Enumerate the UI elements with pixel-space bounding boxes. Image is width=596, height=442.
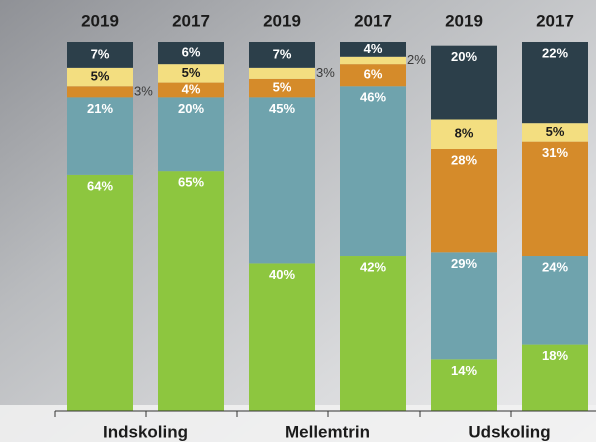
bar-segment xyxy=(340,86,406,256)
group-label: Indskoling xyxy=(103,422,188,441)
value-label: 6% xyxy=(182,45,201,60)
value-label: 45% xyxy=(269,101,295,116)
value-label: 5% xyxy=(546,124,565,139)
value-label: 22% xyxy=(542,45,568,60)
bar-segment xyxy=(340,256,406,411)
value-label: 29% xyxy=(451,256,477,271)
year-label: 2019 xyxy=(81,11,119,30)
value-label: 3% xyxy=(316,65,335,80)
value-label: 65% xyxy=(178,175,204,190)
value-label: 28% xyxy=(451,152,477,167)
value-label: 40% xyxy=(269,267,295,282)
group-label: Mellemtrin xyxy=(285,422,370,441)
value-label: 5% xyxy=(273,80,292,95)
year-label: 2017 xyxy=(536,11,574,30)
year-label: 2017 xyxy=(172,11,210,30)
value-label: 2% xyxy=(407,52,426,67)
value-label: 24% xyxy=(542,259,568,274)
value-label: 64% xyxy=(87,178,113,193)
value-label: 4% xyxy=(364,41,383,56)
value-label: 14% xyxy=(451,363,477,378)
value-label: 18% xyxy=(542,348,568,363)
value-label: 7% xyxy=(91,46,110,61)
group-label: Udskoling xyxy=(468,422,550,441)
value-label: 7% xyxy=(273,46,292,61)
value-label: 5% xyxy=(182,65,201,80)
bar-segment xyxy=(340,57,406,64)
value-label: 46% xyxy=(360,90,386,105)
value-label: 20% xyxy=(178,101,204,116)
value-label: 6% xyxy=(364,67,383,82)
year-label: 2019 xyxy=(445,11,483,30)
value-label: 4% xyxy=(182,81,201,96)
value-label: 42% xyxy=(360,259,386,274)
bar-segment xyxy=(249,263,315,411)
chart: 201964%21%3%5%7%201765%20%4%5%6%201940%4… xyxy=(0,0,596,442)
value-label: 8% xyxy=(455,126,474,141)
bar-segment xyxy=(67,86,133,97)
value-label: 20% xyxy=(451,49,477,64)
value-label: 5% xyxy=(91,68,110,83)
year-label: 2017 xyxy=(354,11,392,30)
year-label: 2019 xyxy=(263,11,301,30)
value-label: 21% xyxy=(87,101,113,116)
bar-segment xyxy=(158,171,224,411)
value-label: 31% xyxy=(542,145,568,160)
value-label: 3% xyxy=(134,83,153,98)
bar-segment xyxy=(67,175,133,411)
bar-segment xyxy=(249,97,315,263)
bar-segment xyxy=(249,68,315,79)
